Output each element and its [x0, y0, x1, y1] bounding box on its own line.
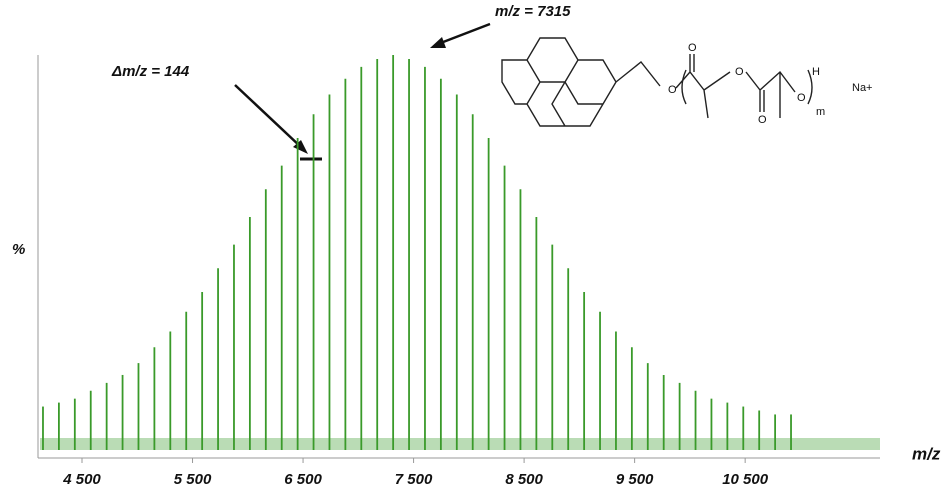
chain	[675, 54, 796, 119]
atom: m	[816, 106, 825, 118]
atom: O	[797, 92, 806, 104]
x-tick-label: 4 500	[62, 471, 101, 488]
atom: H	[812, 66, 820, 78]
arrow	[234, 84, 303, 149]
annotation: m/z = 7315	[495, 3, 571, 20]
arrows	[234, 22, 491, 161]
x-tick-label: 8 500	[505, 471, 543, 488]
x-tick-label: 5 500	[174, 471, 212, 488]
arrow	[437, 22, 491, 46]
pyrene	[501, 37, 661, 127]
brackets	[681, 69, 813, 105]
atom: O	[735, 66, 744, 78]
annotation: Δm/z = 144	[111, 63, 190, 80]
x-tick-label: 6 500	[284, 471, 322, 488]
counter-ion: Na+	[852, 82, 873, 94]
atom: O	[668, 84, 677, 96]
structure	[501, 37, 813, 127]
x-tick-label: 9 500	[616, 471, 654, 488]
atom: O	[758, 114, 767, 126]
x-tick-label: 7 500	[395, 471, 433, 488]
x-axis-label: m/z	[912, 444, 941, 463]
x-tick-label: 10 500	[722, 471, 769, 488]
baseline-noise	[40, 438, 880, 450]
y-axis-label: %	[12, 241, 25, 258]
arrow-head	[430, 37, 446, 48]
arrow-head	[293, 140, 308, 154]
atom: O	[688, 42, 697, 54]
